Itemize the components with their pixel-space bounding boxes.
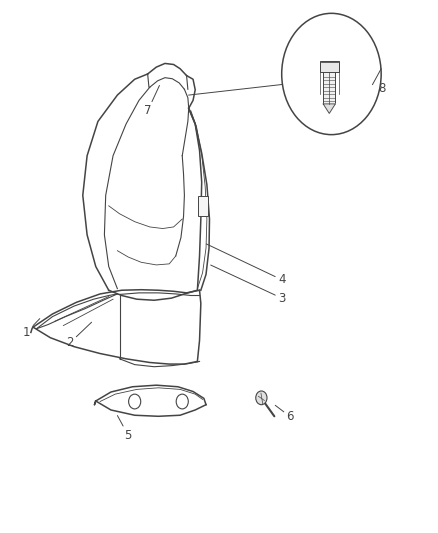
Text: 1: 1 [23, 319, 40, 339]
Text: 3: 3 [211, 265, 286, 305]
Bar [323, 71, 336, 104]
Bar [320, 61, 339, 72]
Text: 6: 6 [275, 405, 294, 423]
Text: 8: 8 [378, 82, 385, 95]
Bar [198, 196, 208, 216]
Text: 7: 7 [144, 85, 159, 117]
Text: 2: 2 [66, 322, 92, 350]
Polygon shape [323, 104, 336, 114]
Text: 5: 5 [117, 416, 132, 442]
Circle shape [256, 391, 267, 405]
Text: 4: 4 [206, 244, 286, 286]
